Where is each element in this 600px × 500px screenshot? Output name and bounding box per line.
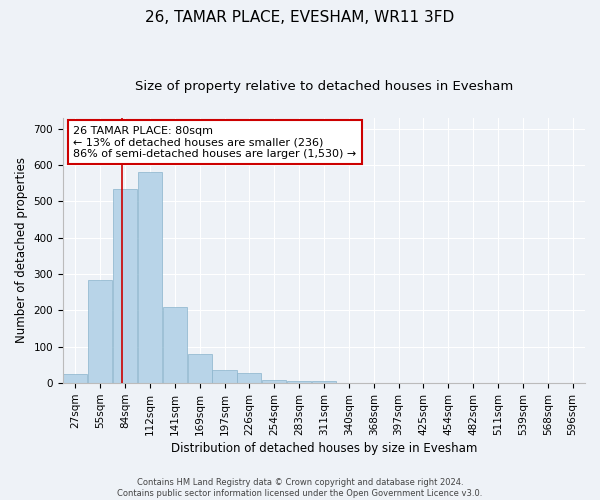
Bar: [312, 382, 336, 383]
X-axis label: Distribution of detached houses by size in Evesham: Distribution of detached houses by size …: [171, 442, 477, 455]
Bar: [163, 307, 187, 383]
Text: 26, TAMAR PLACE, EVESHAM, WR11 3FD: 26, TAMAR PLACE, EVESHAM, WR11 3FD: [145, 10, 455, 25]
Bar: [63, 374, 88, 383]
Bar: [287, 382, 311, 383]
Bar: [262, 380, 286, 383]
Text: 26 TAMAR PLACE: 80sqm
← 13% of detached houses are smaller (236)
86% of semi-det: 26 TAMAR PLACE: 80sqm ← 13% of detached …: [73, 126, 356, 159]
Bar: [113, 188, 137, 383]
Bar: [238, 374, 262, 383]
Bar: [138, 172, 162, 383]
Y-axis label: Number of detached properties: Number of detached properties: [15, 158, 28, 344]
Bar: [88, 280, 112, 383]
Text: Contains HM Land Registry data © Crown copyright and database right 2024.
Contai: Contains HM Land Registry data © Crown c…: [118, 478, 482, 498]
Title: Size of property relative to detached houses in Evesham: Size of property relative to detached ho…: [135, 80, 513, 93]
Bar: [188, 354, 212, 383]
Bar: [212, 370, 236, 383]
